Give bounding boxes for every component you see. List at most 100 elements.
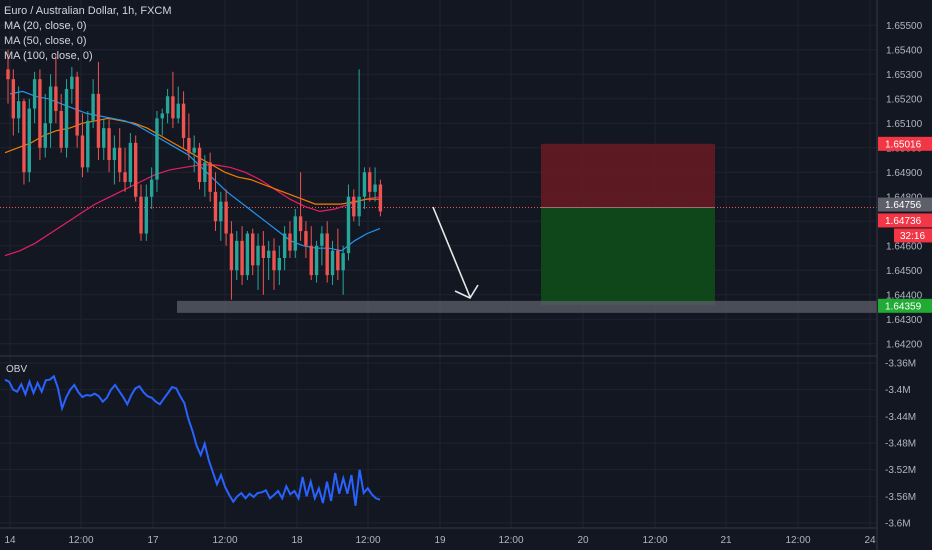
time-tick-label: 12:00: [68, 535, 93, 546]
candle: [27, 98, 31, 183]
candle: [54, 54, 58, 124]
candle: [128, 133, 133, 187]
candle: [160, 108, 164, 136]
candle: [70, 66, 74, 104]
target-price-tag: 1.64359: [878, 298, 932, 313]
ma100-legend[interactable]: MA (100, close, 0): [4, 50, 93, 62]
candle: [261, 231, 266, 295]
candle: [229, 221, 234, 300]
candle: [298, 172, 303, 241]
candle: [224, 189, 228, 246]
obv-axis[interactable]: -3.36M -3.4M -3.44M -3.48M -3.52M -3.56M -3.6M: [885, 359, 916, 530]
price-tick-label: 1.65200: [886, 94, 923, 105]
time-tick-label: 12:00: [355, 535, 380, 546]
candle: [256, 233, 260, 290]
candle: [48, 74, 53, 148]
candle: [86, 111, 90, 173]
candle: [139, 184, 143, 241]
candle: [32, 71, 37, 124]
stop-price-tag: 1.65016: [878, 136, 932, 151]
candle: [11, 69, 16, 136]
candle: [266, 240, 271, 281]
price-tags: 1.65016 1.64756 1.64736 32:16 1.64359: [878, 136, 932, 313]
price-tick-label: 1.64500: [886, 266, 923, 277]
price-tick-label: 1.65400: [886, 45, 923, 56]
time-tick-label: 18: [291, 535, 303, 546]
support-band[interactable]: [177, 300, 877, 313]
candle: [197, 142, 202, 190]
candle: [187, 113, 191, 160]
ma50-legend[interactable]: MA (50, close, 0): [4, 35, 87, 47]
entry-price-tag: 1.64756: [878, 197, 932, 212]
price-tick-label: 1.65500: [886, 21, 923, 32]
obv-tick-label: -3.48M: [885, 439, 916, 450]
candle: [208, 152, 212, 202]
candle: [373, 167, 377, 202]
candle: [91, 79, 95, 129]
current-price-tag-label: 1.64736: [885, 216, 922, 227]
candle: [133, 135, 138, 202]
bar-countdown: 32:16: [894, 228, 932, 243]
time-tick-label: 12:00: [498, 535, 523, 546]
ma100-line: [4, 164, 381, 257]
candle: [362, 167, 367, 209]
time-tick-label: 12:00: [785, 535, 810, 546]
candle: [192, 135, 196, 173]
obv-tick-label: -3.36M: [885, 359, 916, 370]
candle: [171, 71, 175, 129]
time-tick-label: 12:00: [212, 535, 237, 546]
candle: [304, 221, 308, 258]
candle: [22, 98, 26, 185]
candle: [378, 179, 383, 217]
candle: [336, 228, 340, 281]
candle: [64, 79, 69, 158]
price-tick-label: 1.64200: [886, 339, 923, 350]
candle: [288, 221, 292, 258]
time-tick-label: 19: [434, 535, 446, 546]
down-arrow-drawing[interactable]: [432, 206, 479, 300]
candle: [38, 69, 42, 160]
bar-countdown-label: 32:16: [900, 231, 925, 242]
take-profit-zone[interactable]: [541, 207, 715, 305]
time-tick-label: 20: [577, 535, 589, 546]
obv-series: [4, 374, 381, 506]
stop-price-tag-label: 1.65016: [885, 139, 922, 150]
time-tick-label: 24: [864, 535, 876, 546]
candle: [213, 172, 218, 232]
candle: [107, 118, 111, 173]
candle: [330, 240, 335, 285]
current-price-tag: 1.64736: [878, 213, 932, 228]
candle: [102, 118, 106, 160]
time-axis[interactable]: 14 12:00 17 12:00 18 12:00 19 12:00 20 12:00 21 12:…: [4, 535, 876, 546]
price-tick-label: 1.64600: [886, 241, 923, 252]
grid: [0, 0, 877, 528]
candle: [341, 245, 345, 295]
candle: [118, 128, 122, 183]
candle: [357, 69, 361, 227]
time-tick-label: 12:00: [642, 535, 667, 546]
candle: [155, 111, 159, 192]
obv-tick-label: -3.4M: [885, 385, 911, 396]
time-tick-label: 17: [147, 535, 159, 546]
symbol-title[interactable]: Euro / Australian Dollar, 1h, FXCM: [4, 5, 172, 17]
obv-line: [4, 374, 381, 506]
chart-legend: Euro / Australian Dollar, 1h, FXCM MA (2…: [4, 4, 172, 64]
candle: [282, 226, 287, 271]
candle: [112, 135, 117, 185]
entry-price-tag-label: 1.64756: [885, 200, 922, 211]
candle: [181, 91, 186, 148]
candle: [240, 226, 244, 285]
ma20-legend[interactable]: MA (20, close, 0): [4, 20, 87, 32]
candle: [149, 167, 154, 209]
candle: [352, 189, 356, 222]
obv-indicator-label[interactable]: OBV: [6, 364, 28, 375]
candle: [368, 167, 372, 202]
obv-tick-label: -3.56M: [885, 492, 916, 503]
candle: [320, 226, 324, 266]
candle: [325, 221, 329, 283]
stop-loss-zone[interactable]: [541, 143, 715, 208]
candle: [43, 93, 47, 158]
price-tick-label: 1.64300: [886, 315, 923, 326]
obv-tick-label: -3.6M: [885, 519, 911, 530]
